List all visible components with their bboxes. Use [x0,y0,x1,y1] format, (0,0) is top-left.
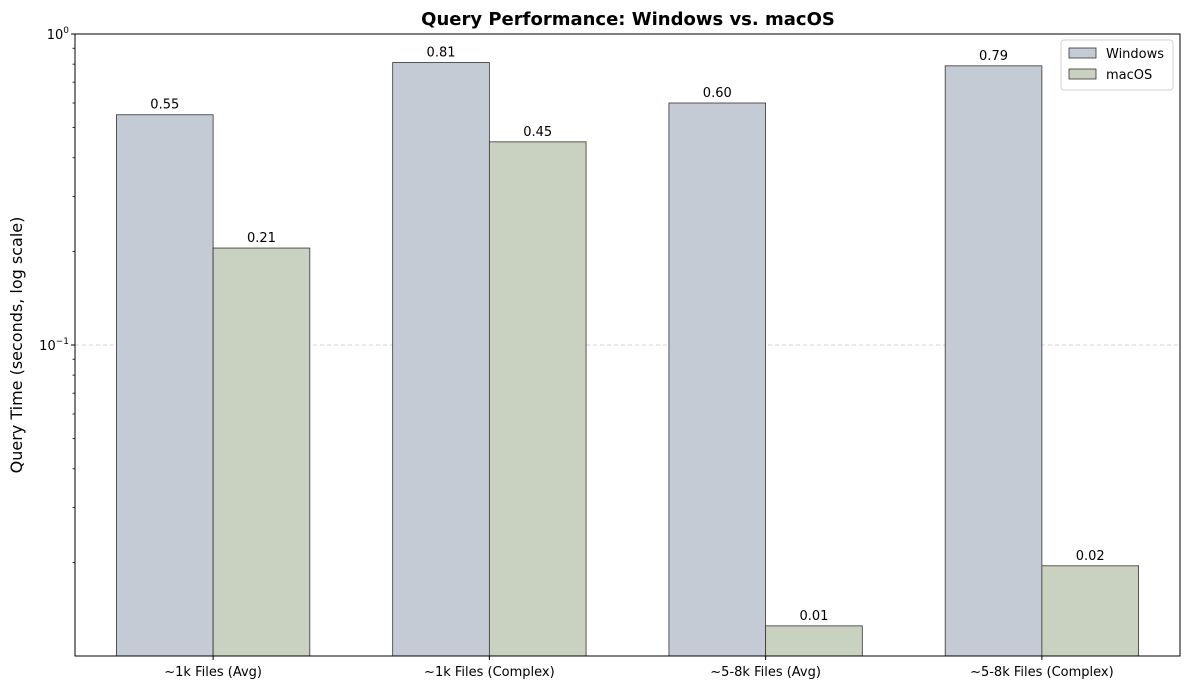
x-tick-label: ~5-8k Files (Complex) [970,665,1114,680]
x-tick-label: ~5-8k Files (Avg) [710,665,821,680]
legend-label-macos: macOS [1106,68,1152,83]
value-label: 0.79 [979,49,1008,64]
axis-ticks: 100 10−1 ~1k Files (Avg) ~1k Files (Complex… [39,26,1114,680]
y-axis-label: Query Time (seconds, log scale) [7,217,26,474]
bar-macos-3 [1041,565,1139,657]
chart-title: Query Performance: Windows vs. macOS [421,9,835,30]
value-label: 0.01 [799,609,828,624]
legend-label-windows: Windows [1106,47,1164,62]
y-tick-label: 100 [47,26,70,43]
value-label: 0.45 [523,125,552,140]
value-label: 0.21 [247,231,276,246]
value-labels: 0.55 0.21 0.81 0.45 0.60 0.01 0.79 0.02 [150,45,1104,623]
legend: Windows macOS [1060,39,1174,91]
bar-windows-3 [944,65,1043,657]
value-label: 0.55 [150,98,179,113]
bar-macos-2 [765,625,863,657]
bar-macos-0 [212,247,311,657]
x-tick-label: ~1k Files (Complex) [424,665,555,680]
bar-windows-0 [116,114,214,657]
bar-windows-1 [392,62,490,657]
bar-windows-2 [668,102,767,657]
value-label: 0.02 [1076,549,1105,564]
value-label: 0.60 [703,86,732,101]
legend-swatch-windows [1068,47,1097,59]
legend-swatch-macos [1068,68,1097,80]
bars [116,62,1139,657]
bar-macos-1 [488,141,587,657]
x-tick-label: ~1k Files (Avg) [164,665,262,680]
value-label: 0.81 [427,45,456,60]
y-tick-label: 10−1 [39,337,69,354]
